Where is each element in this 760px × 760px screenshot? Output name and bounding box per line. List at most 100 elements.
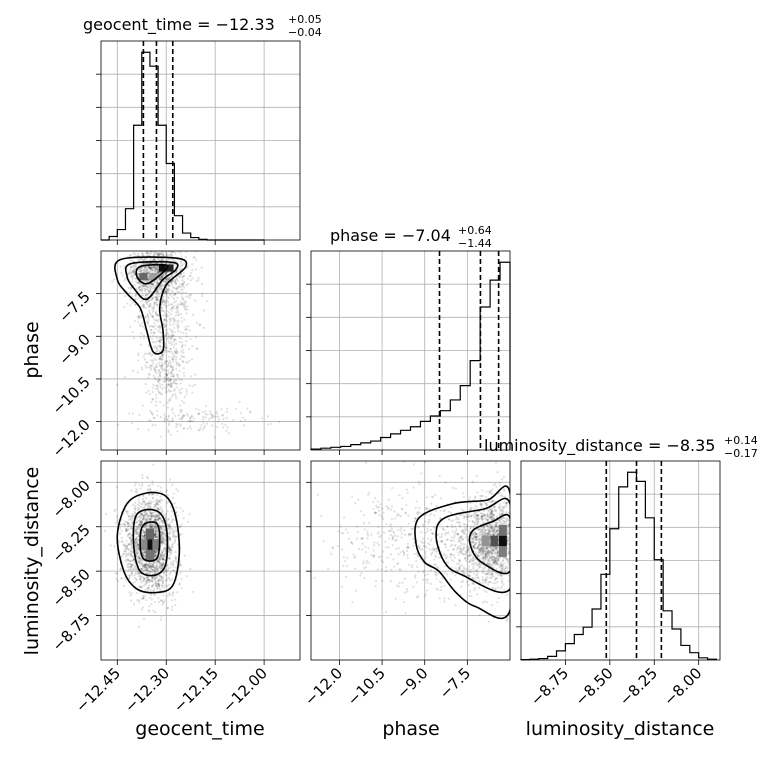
sample-point <box>137 506 140 510</box>
sample-point <box>147 262 150 265</box>
sample-point <box>147 318 150 322</box>
sample-point <box>171 290 174 293</box>
sample-point <box>176 423 179 426</box>
sample-point <box>200 266 203 269</box>
sample-point <box>147 344 150 347</box>
sample-point <box>158 295 161 298</box>
sample-point <box>151 287 155 290</box>
sample-point <box>162 563 165 566</box>
sample-point <box>167 527 170 530</box>
sample-point <box>150 331 153 335</box>
sample-point <box>186 361 189 365</box>
sample-point <box>157 518 160 521</box>
sample-point <box>182 286 186 289</box>
sample-point <box>146 512 149 515</box>
sample-point <box>189 427 192 430</box>
sample-point <box>143 514 146 517</box>
sample-point <box>170 546 173 549</box>
sample-point <box>169 253 172 256</box>
sample-point <box>511 521 513 523</box>
sample-point <box>150 282 153 286</box>
sample-point <box>512 495 514 497</box>
sample-point <box>173 355 176 359</box>
sample-point <box>180 346 183 349</box>
sample-point <box>169 348 172 351</box>
sample-point <box>149 286 152 289</box>
sample-point <box>181 279 184 282</box>
sample-point <box>168 549 172 552</box>
sample-point <box>152 589 155 592</box>
sample-point <box>164 376 167 379</box>
sample-point <box>129 515 132 518</box>
sample-point <box>154 267 157 270</box>
sample-point <box>157 375 160 379</box>
sample-point <box>513 578 515 580</box>
sample-point <box>142 594 145 597</box>
sample-point <box>156 304 159 307</box>
sample-point <box>127 543 130 546</box>
sample-point <box>181 417 184 420</box>
sample-point <box>137 268 140 271</box>
sample-point <box>154 525 157 528</box>
sample-point <box>139 285 142 288</box>
sample-point <box>156 502 159 506</box>
sample-point <box>181 283 184 286</box>
sample-point <box>128 543 131 546</box>
sample-point <box>137 523 140 526</box>
sample-point <box>166 290 169 293</box>
sample-point <box>135 521 138 524</box>
sample-point <box>132 558 135 562</box>
sample-point <box>132 271 136 274</box>
y-tick-label: −10.5 <box>49 373 94 418</box>
sample-point <box>156 583 159 586</box>
sample-point <box>171 542 174 546</box>
sample-point <box>113 278 116 281</box>
sample-point <box>158 521 161 524</box>
sample-point <box>127 552 130 555</box>
sample-point <box>142 530 145 534</box>
sample-point <box>173 350 177 353</box>
sample-point <box>159 555 162 559</box>
sample-point <box>139 577 142 580</box>
sample-point <box>190 414 194 418</box>
sample-point <box>161 553 164 557</box>
sample-point <box>161 530 164 533</box>
sample-point <box>140 268 143 272</box>
sample-point <box>153 505 157 508</box>
sample-point <box>145 257 148 260</box>
sample-point <box>161 533 164 537</box>
sample-point <box>149 512 152 515</box>
sample-point <box>142 550 145 553</box>
sample-point <box>177 327 180 330</box>
sample-point <box>164 280 167 283</box>
sample-point <box>142 554 146 557</box>
sample-point <box>155 347 158 350</box>
sample-point <box>175 270 178 273</box>
sample-point <box>148 373 151 376</box>
sample-point <box>151 248 153 250</box>
sample-point <box>127 548 131 552</box>
sample-point <box>148 304 152 308</box>
sample-point <box>147 569 150 573</box>
sample-point <box>172 533 175 536</box>
sample-point <box>129 268 132 271</box>
sample-point <box>489 562 493 566</box>
sample-point <box>172 286 175 289</box>
sample-point <box>517 589 519 591</box>
sample-point <box>171 280 174 283</box>
sample-point <box>134 547 137 550</box>
sample-point <box>126 543 130 546</box>
sample-point <box>160 486 163 489</box>
sample-point <box>159 555 163 558</box>
sample-point <box>156 253 159 256</box>
sample-point <box>148 579 151 582</box>
sample-point <box>126 559 130 562</box>
sample-point <box>169 275 172 279</box>
sample-point <box>139 336 142 339</box>
sample-point <box>158 561 161 564</box>
sample-point <box>149 335 152 338</box>
sample-point <box>518 509 520 511</box>
sample-point <box>170 273 174 276</box>
sample-point <box>144 524 147 527</box>
sample-point <box>139 575 142 578</box>
